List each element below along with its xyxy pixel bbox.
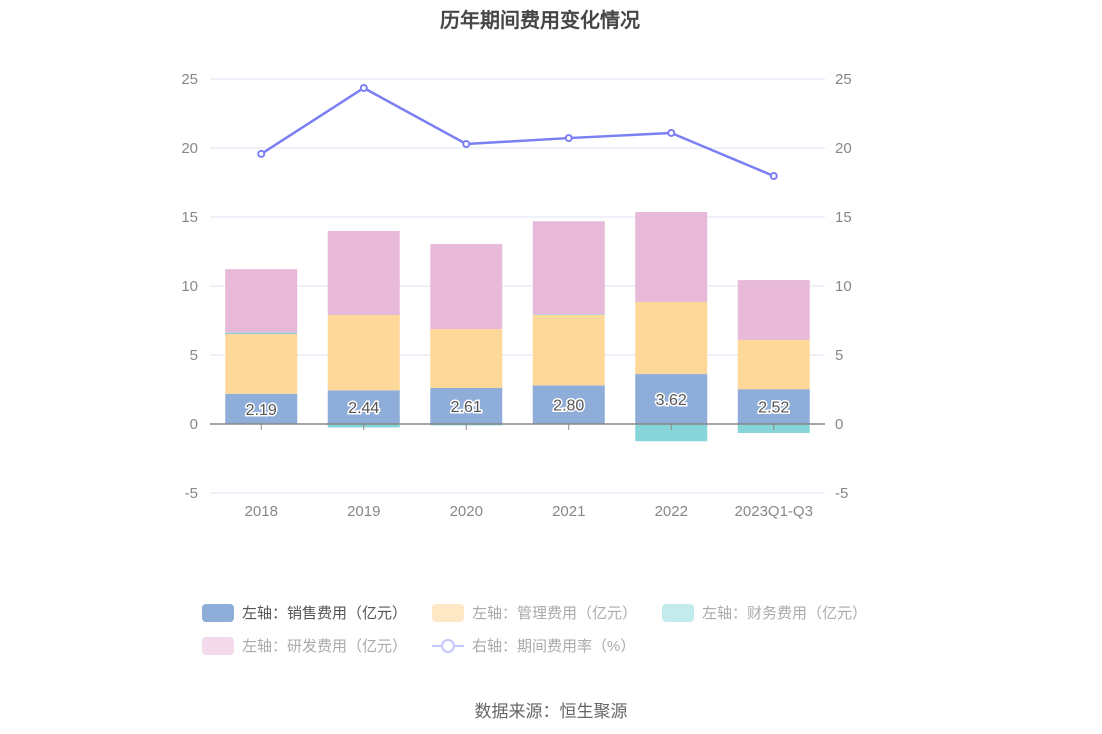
legend-swatch bbox=[202, 603, 234, 622]
left-tick-label: 0 bbox=[190, 416, 198, 433]
right-tick-label: 25 bbox=[835, 71, 852, 88]
left-tick-label: 5 bbox=[190, 347, 198, 364]
bar-finance bbox=[635, 424, 708, 442]
x-tick-label: 2022 bbox=[655, 503, 688, 520]
bar-finance bbox=[532, 314, 605, 315]
bar-rd bbox=[635, 212, 708, 303]
chart-title: 历年期间费用变化情况 bbox=[440, 10, 640, 32]
bar-sales bbox=[225, 393, 298, 424]
bar-finance bbox=[225, 332, 298, 335]
bar-admin bbox=[430, 329, 503, 388]
right-tick-label: 10 bbox=[835, 278, 852, 295]
bar-rd bbox=[327, 230, 400, 315]
rate-point bbox=[769, 172, 778, 181]
legend-label: 左轴：财务费用（亿元） bbox=[702, 605, 868, 622]
legend-item-rd[interactable]: 左轴：研发费用（亿元） bbox=[202, 635, 407, 656]
bar-sales bbox=[430, 387, 503, 424]
bar-data-label: 3.62 bbox=[656, 392, 687, 409]
right-tick-label: -5 bbox=[835, 485, 848, 502]
legend-label: 左轴：管理费用（亿元） bbox=[472, 605, 638, 622]
line-marker-icon bbox=[432, 638, 464, 653]
left-tick-label: 25 bbox=[181, 71, 198, 88]
legend-swatch bbox=[432, 603, 464, 622]
bar-data-label: 2.44 bbox=[348, 400, 379, 417]
bar-data-label: 2.19 bbox=[246, 402, 277, 419]
x-tick-label: 2018 bbox=[245, 503, 278, 520]
bar-sales bbox=[635, 374, 708, 424]
legend-item-admin[interactable]: 左轴：管理费用（亿元） bbox=[432, 602, 637, 623]
legend-label: 左轴：研发费用（亿元） bbox=[242, 638, 408, 655]
x-tick-label: 2021 bbox=[552, 503, 585, 520]
bar-admin bbox=[635, 302, 708, 375]
right-tick-label: 20 bbox=[835, 140, 852, 157]
legend-item-rate[interactable]: 右轴：期间费用率（%） bbox=[432, 635, 635, 656]
bar-sales bbox=[532, 385, 605, 424]
bar-rd bbox=[430, 244, 503, 330]
rate-point bbox=[462, 139, 471, 148]
bar-sales bbox=[327, 390, 400, 424]
bar-rd bbox=[532, 221, 605, 315]
left-tick-label: 20 bbox=[181, 140, 198, 157]
x-tick-label: 2019 bbox=[347, 503, 380, 520]
bar-data-label: 2.61 bbox=[451, 399, 482, 416]
rate-point bbox=[667, 128, 676, 137]
legend-swatch bbox=[662, 603, 694, 622]
left-tick-label: 15 bbox=[181, 209, 198, 226]
left-tick-label: -5 bbox=[185, 485, 198, 502]
bar-rd bbox=[737, 280, 810, 340]
legend-item-sales[interactable]: 左轴：销售费用（亿元） bbox=[202, 602, 407, 623]
bar-data-label: 2.80 bbox=[553, 398, 584, 415]
legend-swatch bbox=[202, 636, 234, 655]
right-tick-label: 0 bbox=[835, 416, 843, 433]
rate-point bbox=[564, 134, 573, 143]
bar-admin bbox=[532, 314, 605, 386]
right-tick-label: 5 bbox=[835, 347, 843, 364]
x-tick-label: 2023Q1-Q3 bbox=[735, 503, 813, 520]
bar-admin bbox=[737, 339, 810, 390]
rate-line bbox=[260, 86, 775, 178]
bar-admin bbox=[225, 334, 298, 394]
right-tick-label: 15 bbox=[835, 209, 852, 226]
rate-point bbox=[359, 83, 368, 92]
bar-admin bbox=[327, 314, 400, 391]
legend-label: 左轴：销售费用（亿元） bbox=[242, 605, 408, 622]
data-source: 数据来源：恒生聚源 bbox=[474, 702, 628, 721]
rate-point bbox=[257, 149, 266, 158]
x-tick-label: 2020 bbox=[450, 503, 483, 520]
legend-item-finance[interactable]: 左轴：财务费用（亿元） bbox=[662, 602, 867, 623]
bar-rd bbox=[225, 269, 298, 333]
left-tick-label: 10 bbox=[181, 278, 198, 295]
bar-data-label: 2.52 bbox=[758, 400, 789, 417]
bar-sales bbox=[737, 389, 810, 424]
legend-label: 右轴：期间费用率（%） bbox=[472, 638, 636, 655]
